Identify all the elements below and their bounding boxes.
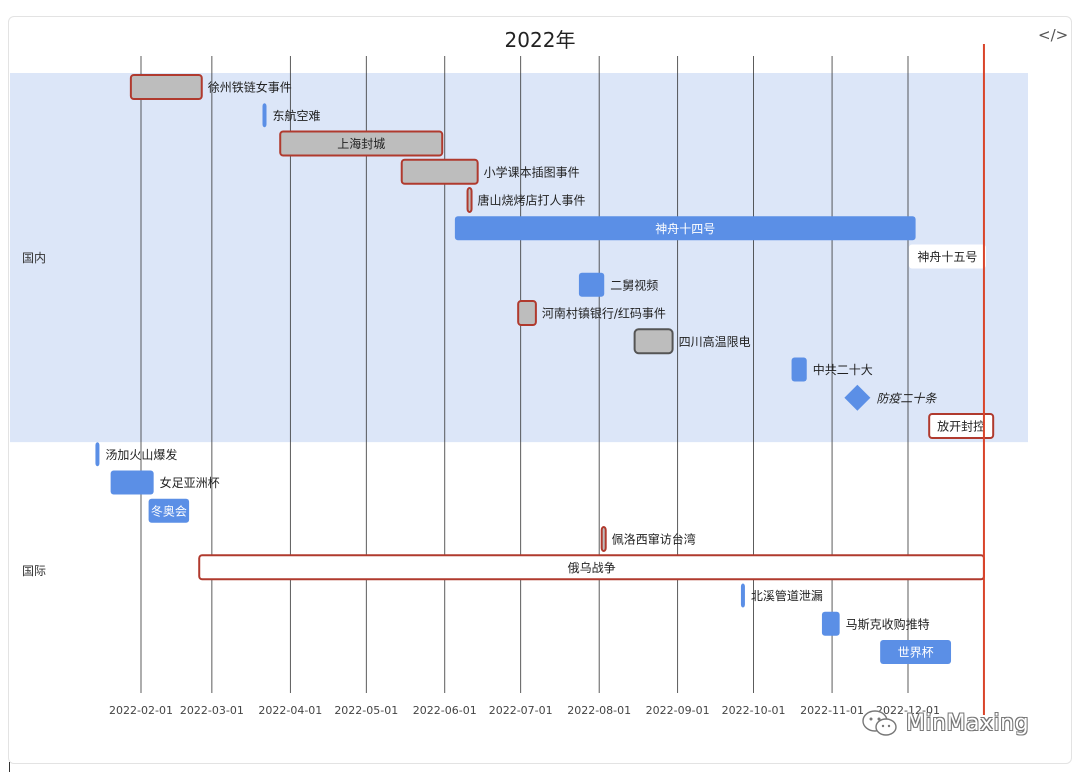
- x-tick-label: 2022-10-01: [722, 704, 786, 717]
- event-label: 上海封城: [337, 136, 385, 151]
- x-tick-label: 2022-03-01: [180, 704, 244, 717]
- event-bar: [578, 272, 605, 297]
- x-tick-label: 2022-09-01: [646, 704, 710, 717]
- event-label: 神舟十五号: [917, 250, 977, 264]
- event-bar: [95, 442, 100, 467]
- event-bar: [821, 611, 840, 636]
- event-bar: [279, 130, 444, 157]
- event-bar: [262, 103, 267, 128]
- x-tick-label: 2022-07-01: [489, 704, 553, 717]
- event-label: 小学课本插图事件: [484, 164, 580, 179]
- event-label: 佩洛西窜访台湾: [612, 532, 696, 547]
- event-bar: [110, 470, 154, 495]
- event-label: 女足亚洲杯: [160, 475, 220, 490]
- watermark: MinMaxing: [860, 706, 1029, 740]
- event-label: 唐山烧烤店打人事件: [478, 193, 586, 208]
- event-bar: [466, 187, 473, 213]
- x-tick-label: 2022-02-01: [109, 704, 173, 717]
- event-bar: [129, 74, 203, 100]
- event-bar: [454, 216, 916, 241]
- event-label: 神舟十四号: [655, 222, 715, 236]
- x-tick-label: 2022-11-01: [800, 704, 864, 717]
- event-label: 四川高温限电: [679, 334, 751, 349]
- x-tick-label: 2022-05-01: [334, 704, 398, 717]
- event-label: 东航空难: [273, 108, 321, 123]
- event-label-box: [908, 244, 986, 269]
- wechat-icon: [862, 710, 897, 736]
- x-tick-label: 2022-08-01: [567, 704, 631, 717]
- chart-title: 2022年: [504, 28, 576, 52]
- event-label: 汤加火山爆发: [105, 447, 177, 462]
- event-label: 河南村镇银行/红码事件: [542, 306, 666, 321]
- event-bar: [880, 640, 952, 664]
- event-label: 二舅视频: [610, 277, 658, 292]
- event-bar: [633, 328, 674, 355]
- event-label: 冬奥会: [151, 503, 187, 518]
- event-bar: [148, 498, 190, 523]
- watermark-text: MinMaxing: [906, 710, 1030, 736]
- event-label: 徐州铁链女事件: [208, 80, 292, 95]
- event-label: 放开封控: [937, 419, 985, 434]
- event-label: 防疫二十条: [876, 391, 937, 405]
- event-label: 世界杯: [898, 646, 934, 660]
- event-bar: [791, 357, 807, 382]
- x-tick-label: 2022-12-01: [876, 704, 940, 717]
- event-bar: [740, 583, 745, 608]
- milestone-diamond: [844, 384, 871, 411]
- event-label: 中共二十大: [813, 362, 873, 377]
- x-tick-label: 2022-06-01: [413, 704, 477, 717]
- event-label: 马斯克收购推特: [846, 616, 930, 631]
- domestic-band: [10, 73, 1028, 443]
- event-label: 北溪管道泄漏: [751, 588, 823, 603]
- corner-tick: [9, 762, 10, 772]
- x-tick-label: 2022-04-01: [258, 704, 322, 717]
- event-bar: [600, 526, 607, 552]
- event-bar: [517, 300, 537, 326]
- category-label: 国际: [22, 564, 46, 578]
- category-label: 国内: [22, 251, 46, 265]
- event-label: 俄乌战争: [568, 560, 616, 575]
- event-bar: [400, 158, 479, 185]
- event-label-box: [928, 413, 995, 439]
